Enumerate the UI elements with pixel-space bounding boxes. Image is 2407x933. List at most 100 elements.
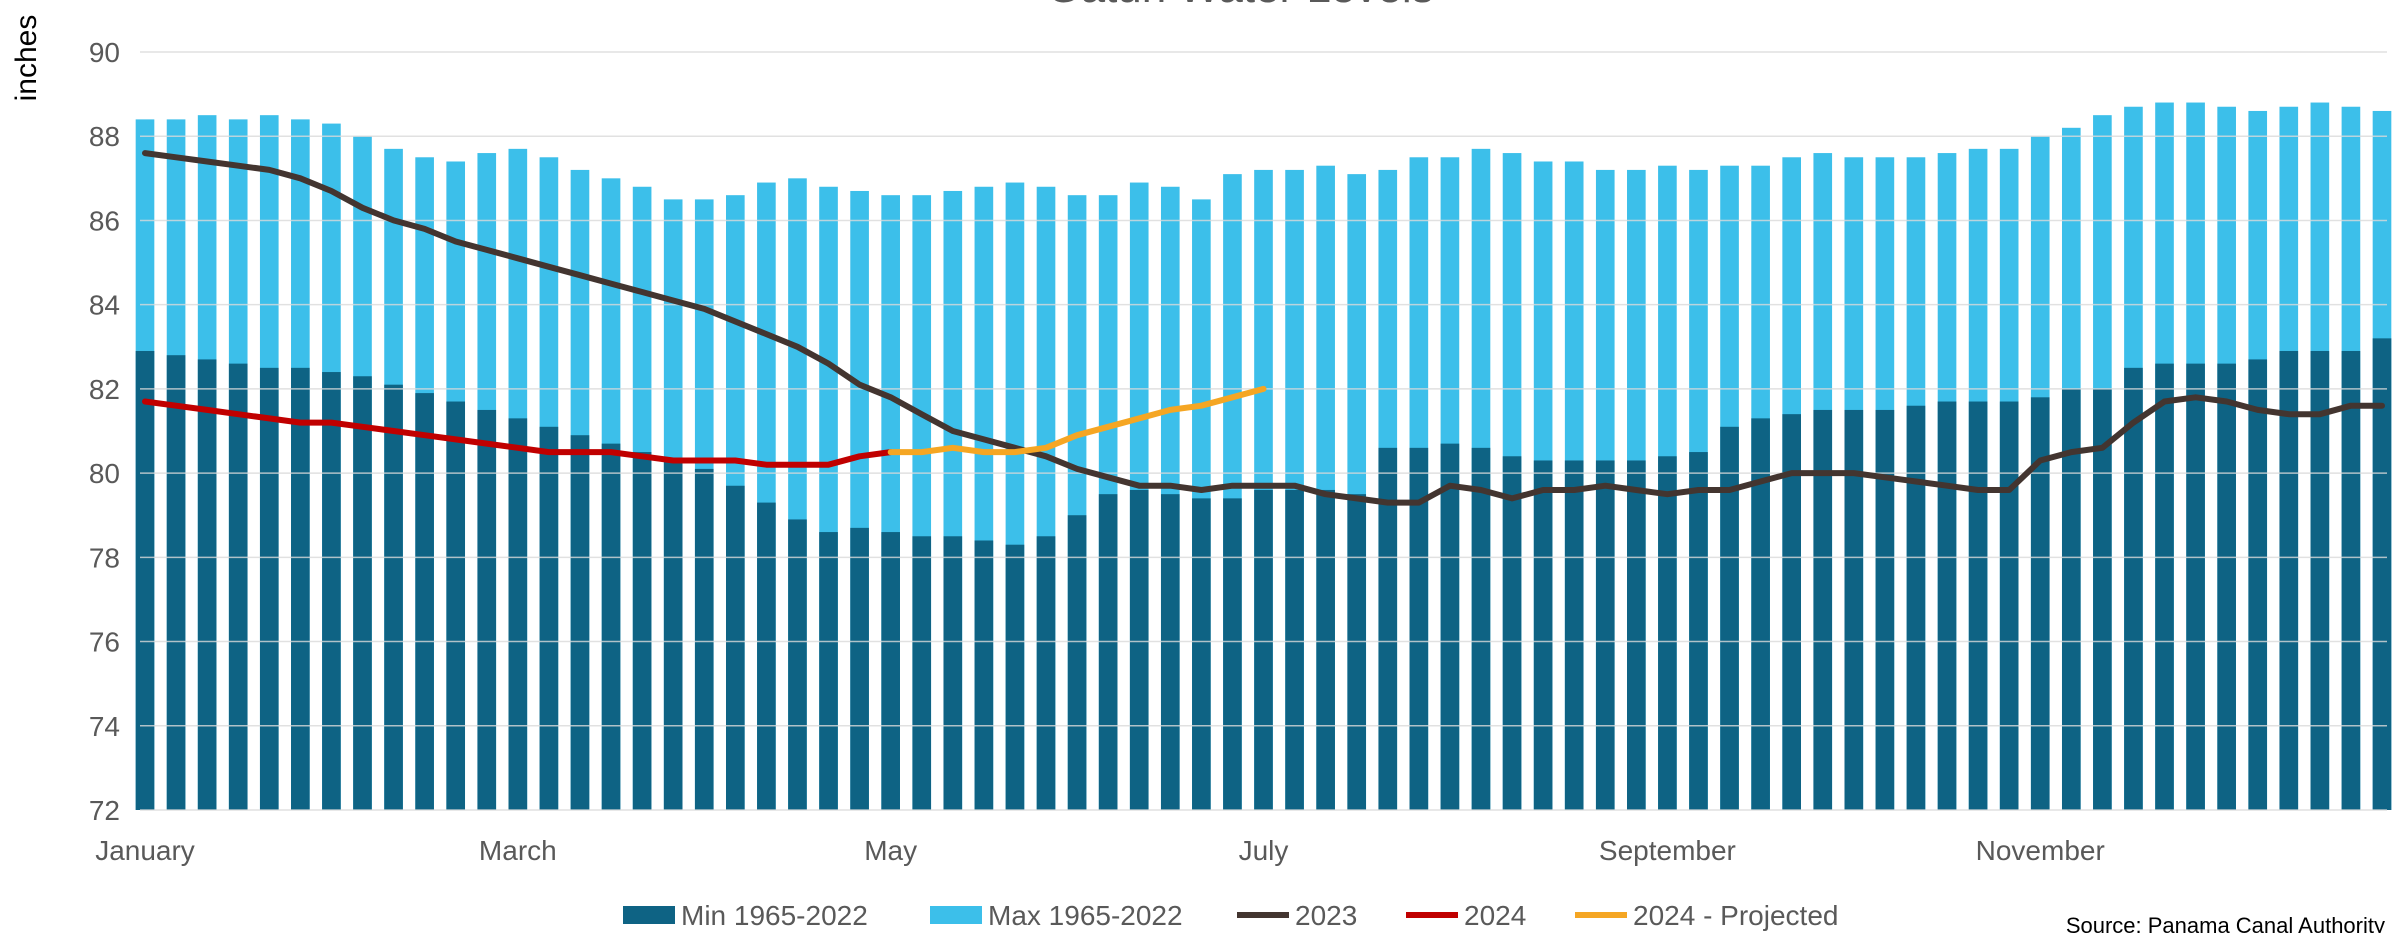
bar bbox=[1440, 443, 1460, 810]
bar bbox=[1689, 452, 1708, 810]
bar bbox=[1627, 460, 1646, 810]
bar bbox=[291, 367, 310, 810]
bar bbox=[2341, 350, 2361, 810]
bar bbox=[1005, 544, 1025, 810]
bar bbox=[2093, 388, 2112, 810]
bar bbox=[415, 393, 434, 810]
x-tick-label: January bbox=[95, 835, 195, 866]
bar bbox=[881, 532, 900, 810]
bar bbox=[2372, 338, 2392, 810]
line-series bbox=[142, 398, 894, 468]
bar bbox=[912, 536, 932, 810]
bar bbox=[2248, 359, 2268, 810]
bar bbox=[322, 372, 341, 810]
bar bbox=[1254, 489, 1273, 810]
bar bbox=[663, 460, 683, 810]
legend-label: 2023 bbox=[1295, 900, 1357, 931]
y-tick-label: 90 bbox=[89, 37, 120, 68]
bar bbox=[819, 532, 838, 810]
bar bbox=[2155, 363, 2174, 810]
source-note: Source: Panama Canal Authority bbox=[2066, 913, 2385, 933]
y-tick-label: 82 bbox=[89, 374, 120, 405]
y-tick-label: 74 bbox=[89, 711, 120, 742]
bar bbox=[1409, 447, 1429, 810]
bar bbox=[2279, 350, 2299, 810]
y-tick-label: 84 bbox=[89, 290, 120, 321]
bar bbox=[1067, 515, 1087, 810]
bar bbox=[228, 363, 248, 810]
bar bbox=[850, 527, 869, 810]
bar bbox=[259, 367, 279, 810]
x-tick-label: November bbox=[1976, 835, 2105, 866]
bar bbox=[1658, 456, 1677, 810]
bar bbox=[1968, 401, 1988, 810]
bar bbox=[1813, 409, 1833, 810]
x-tick-label: July bbox=[1239, 835, 1289, 866]
bar bbox=[477, 409, 497, 810]
y-tick-label: 72 bbox=[89, 795, 120, 826]
bar bbox=[508, 418, 528, 810]
bar bbox=[197, 359, 217, 810]
bar bbox=[1316, 489, 1335, 810]
bar bbox=[1595, 460, 1615, 810]
bar bbox=[1378, 447, 1398, 810]
bar bbox=[1999, 401, 2019, 810]
bar bbox=[1844, 409, 1864, 810]
bar bbox=[943, 536, 963, 810]
bar bbox=[1223, 498, 1242, 810]
line-series bbox=[142, 150, 2385, 506]
bar bbox=[1192, 498, 1211, 810]
bar bbox=[2186, 363, 2205, 810]
bar bbox=[1502, 456, 1522, 810]
line-series bbox=[887, 385, 1267, 456]
bar bbox=[446, 401, 466, 810]
bar bbox=[1906, 405, 1926, 810]
bar bbox=[1129, 489, 1149, 810]
chart-title: Gatun Water Levels bbox=[1046, 0, 1433, 12]
bar bbox=[1533, 460, 1553, 810]
legend-swatch bbox=[930, 906, 982, 924]
bar bbox=[1285, 489, 1304, 810]
bar bbox=[601, 443, 621, 810]
bar bbox=[694, 468, 714, 810]
bar bbox=[1160, 494, 1180, 810]
bar bbox=[1751, 418, 1770, 810]
bar bbox=[2217, 363, 2236, 810]
y-tick-label: 78 bbox=[89, 542, 120, 573]
bar bbox=[1036, 536, 1056, 810]
legend-swatch bbox=[623, 906, 675, 924]
bar bbox=[2124, 367, 2143, 810]
bar bbox=[974, 540, 994, 810]
bar bbox=[1098, 494, 1118, 810]
y-axis-label: inches bbox=[10, 15, 43, 102]
bar bbox=[570, 435, 590, 810]
bar bbox=[384, 384, 403, 810]
bar bbox=[539, 426, 559, 810]
bar bbox=[2310, 350, 2330, 810]
bar bbox=[632, 452, 652, 810]
bar bbox=[788, 519, 807, 810]
x-tick-label: May bbox=[864, 835, 917, 866]
bar bbox=[1564, 460, 1584, 810]
y-tick-label: 86 bbox=[89, 205, 120, 236]
legend-label: Max 1965-2022 bbox=[988, 900, 1183, 931]
legend-label: 2024 - Projected bbox=[1633, 900, 1838, 931]
bar bbox=[353, 376, 372, 810]
bar bbox=[757, 502, 776, 810]
legend-label: 2024 bbox=[1464, 900, 1526, 931]
y-tick-label: 88 bbox=[89, 121, 120, 152]
bar bbox=[2030, 397, 2050, 810]
bar bbox=[1347, 494, 1367, 810]
bar bbox=[1720, 426, 1739, 810]
x-tick-label: September bbox=[1599, 835, 1736, 866]
bar bbox=[1782, 414, 1802, 810]
bar bbox=[1471, 447, 1491, 810]
bar bbox=[725, 485, 745, 810]
bar bbox=[1875, 409, 1895, 810]
bar bbox=[166, 355, 186, 810]
bar bbox=[135, 350, 155, 810]
bar bbox=[1937, 401, 1957, 810]
bar bbox=[2061, 388, 2081, 810]
legend-label: Min 1965-2022 bbox=[681, 900, 868, 931]
